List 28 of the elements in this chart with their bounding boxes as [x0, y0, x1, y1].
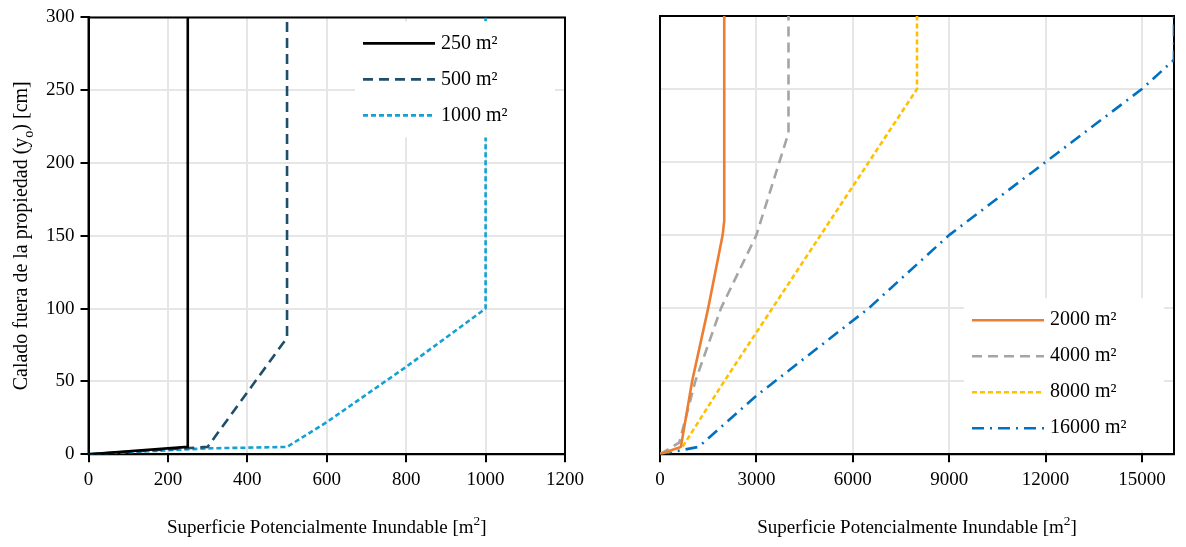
- legend-label: 1000 m²: [441, 102, 508, 125]
- x-tick-label: 200: [153, 467, 183, 489]
- x-tick-label: 1200: [546, 467, 584, 489]
- x-tick-label: 1000: [466, 467, 505, 489]
- y-tick-label: 250: [46, 78, 75, 100]
- x-tick-label: 600: [312, 467, 341, 489]
- x-tick-label: 400: [233, 467, 262, 489]
- x-tick-label: 0: [83, 467, 94, 489]
- y-tick-label: 200: [46, 150, 75, 172]
- legend-label: 8000 m²: [1050, 379, 1117, 402]
- x-tick-label: 800: [391, 467, 421, 489]
- x-tick-label: 12000: [1021, 467, 1070, 489]
- y-tick-label: 300: [46, 5, 75, 27]
- y-tick-label: 150: [46, 223, 75, 245]
- x-tick-label: 15000: [1118, 467, 1166, 489]
- x-tick-label: 9000: [930, 467, 969, 489]
- x-tick-label: 6000: [833, 467, 872, 489]
- y-tick-label: 50: [55, 369, 75, 391]
- legend-label: 250 m²: [441, 30, 498, 53]
- legend-label: 4000 m²: [1050, 343, 1117, 366]
- x-tick-label: 0: [655, 467, 665, 489]
- legend-label: 2000 m²: [1050, 307, 1117, 330]
- legend-label: 16000 m²: [1050, 415, 1127, 438]
- y-tick-label: 0: [65, 442, 75, 464]
- y-tick-label: 100: [46, 296, 75, 318]
- x-tick-label: 3000: [737, 467, 776, 489]
- legend-label: 500 m²: [441, 66, 498, 89]
- y-axis-title: Calado fuera de la propiedad (yo) [cm]: [9, 81, 36, 391]
